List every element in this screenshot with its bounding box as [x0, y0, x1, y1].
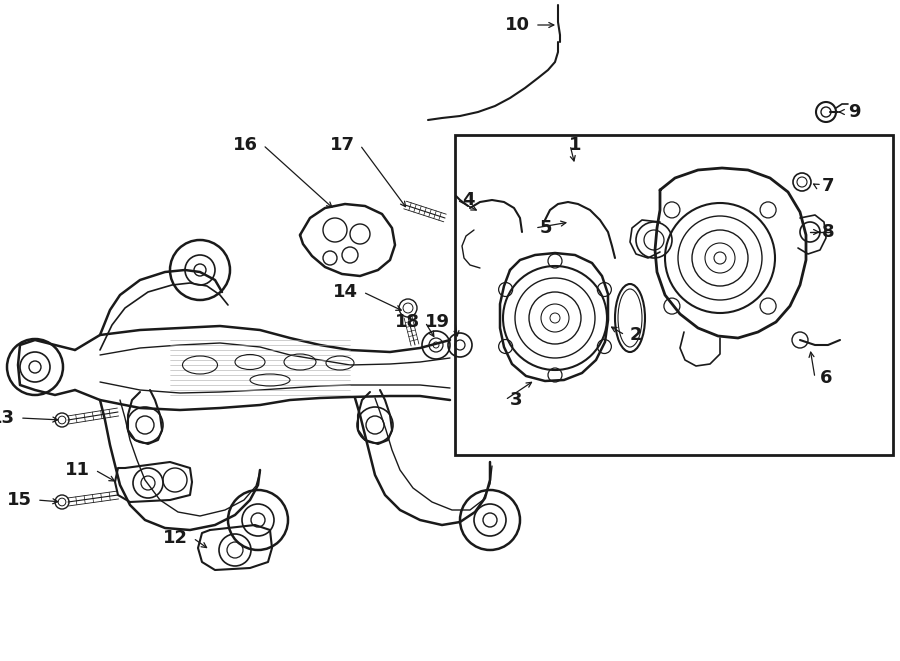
Text: 8: 8: [822, 223, 834, 241]
Text: 7: 7: [822, 177, 834, 195]
Text: 4: 4: [462, 191, 474, 209]
Text: 6: 6: [820, 369, 832, 387]
Text: 17: 17: [330, 136, 355, 154]
Text: 18: 18: [395, 313, 420, 331]
Text: 15: 15: [7, 491, 32, 509]
Text: 2: 2: [630, 326, 643, 344]
Text: 11: 11: [65, 461, 90, 479]
Text: 1: 1: [569, 136, 581, 154]
Text: 3: 3: [510, 391, 523, 409]
Text: 10: 10: [505, 16, 530, 34]
Text: 9: 9: [848, 103, 860, 121]
Text: 12: 12: [163, 529, 188, 547]
Text: 5: 5: [540, 219, 553, 237]
Text: 19: 19: [425, 313, 450, 331]
Text: 14: 14: [333, 283, 358, 301]
Text: 13: 13: [0, 409, 15, 427]
Text: 16: 16: [233, 136, 258, 154]
Bar: [455, 135, 893, 455]
